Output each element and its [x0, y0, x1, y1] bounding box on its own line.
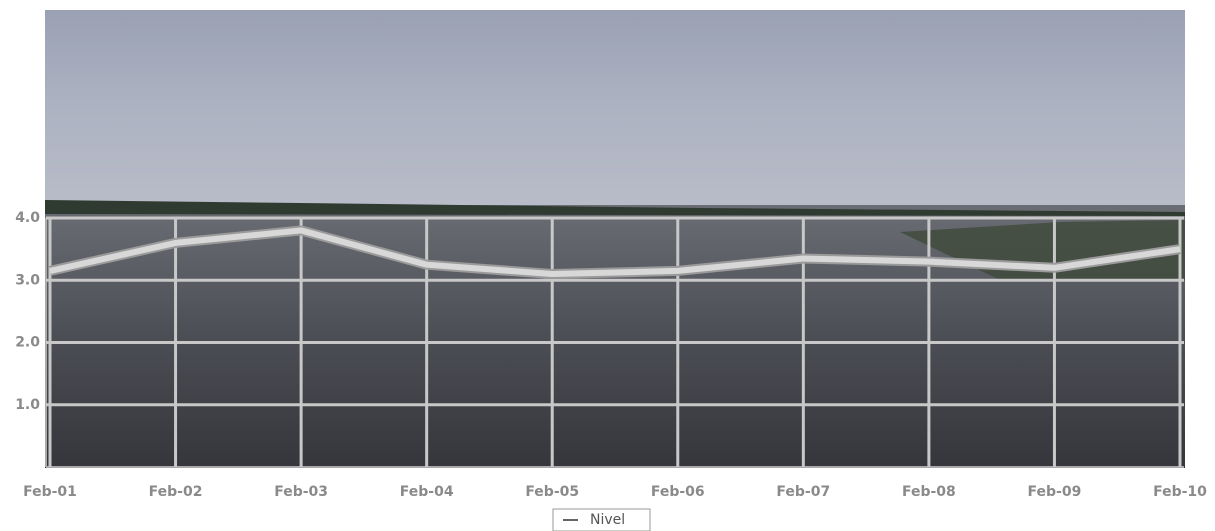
- x-tick-label: Feb-04: [400, 484, 454, 500]
- x-tick-label: Feb-06: [651, 484, 705, 500]
- legend-label: Nivel: [590, 512, 625, 528]
- x-tick-label: Feb-02: [149, 484, 203, 500]
- chart: Nivel 1.0 2.0 3.0 4.0 Feb-01 Feb-02 Feb-03 Feb-…: [0, 0, 1215, 531]
- x-tick-label: Feb-01: [23, 484, 77, 500]
- x-tick-label: Feb-10: [1153, 484, 1207, 500]
- y-tick-label: 1.0: [15, 397, 40, 413]
- x-tick-label: Feb-07: [776, 484, 830, 500]
- x-tick-label: Feb-05: [525, 484, 579, 500]
- x-tick-label: Feb-03: [274, 484, 328, 500]
- x-tick-label: Feb-08: [902, 484, 956, 500]
- x-tick-label: Feb-09: [1028, 484, 1082, 500]
- y-tick-label: 3.0: [15, 272, 40, 288]
- y-tick-label: 2.0: [15, 335, 40, 351]
- y-tick-label: 4.0: [15, 210, 40, 226]
